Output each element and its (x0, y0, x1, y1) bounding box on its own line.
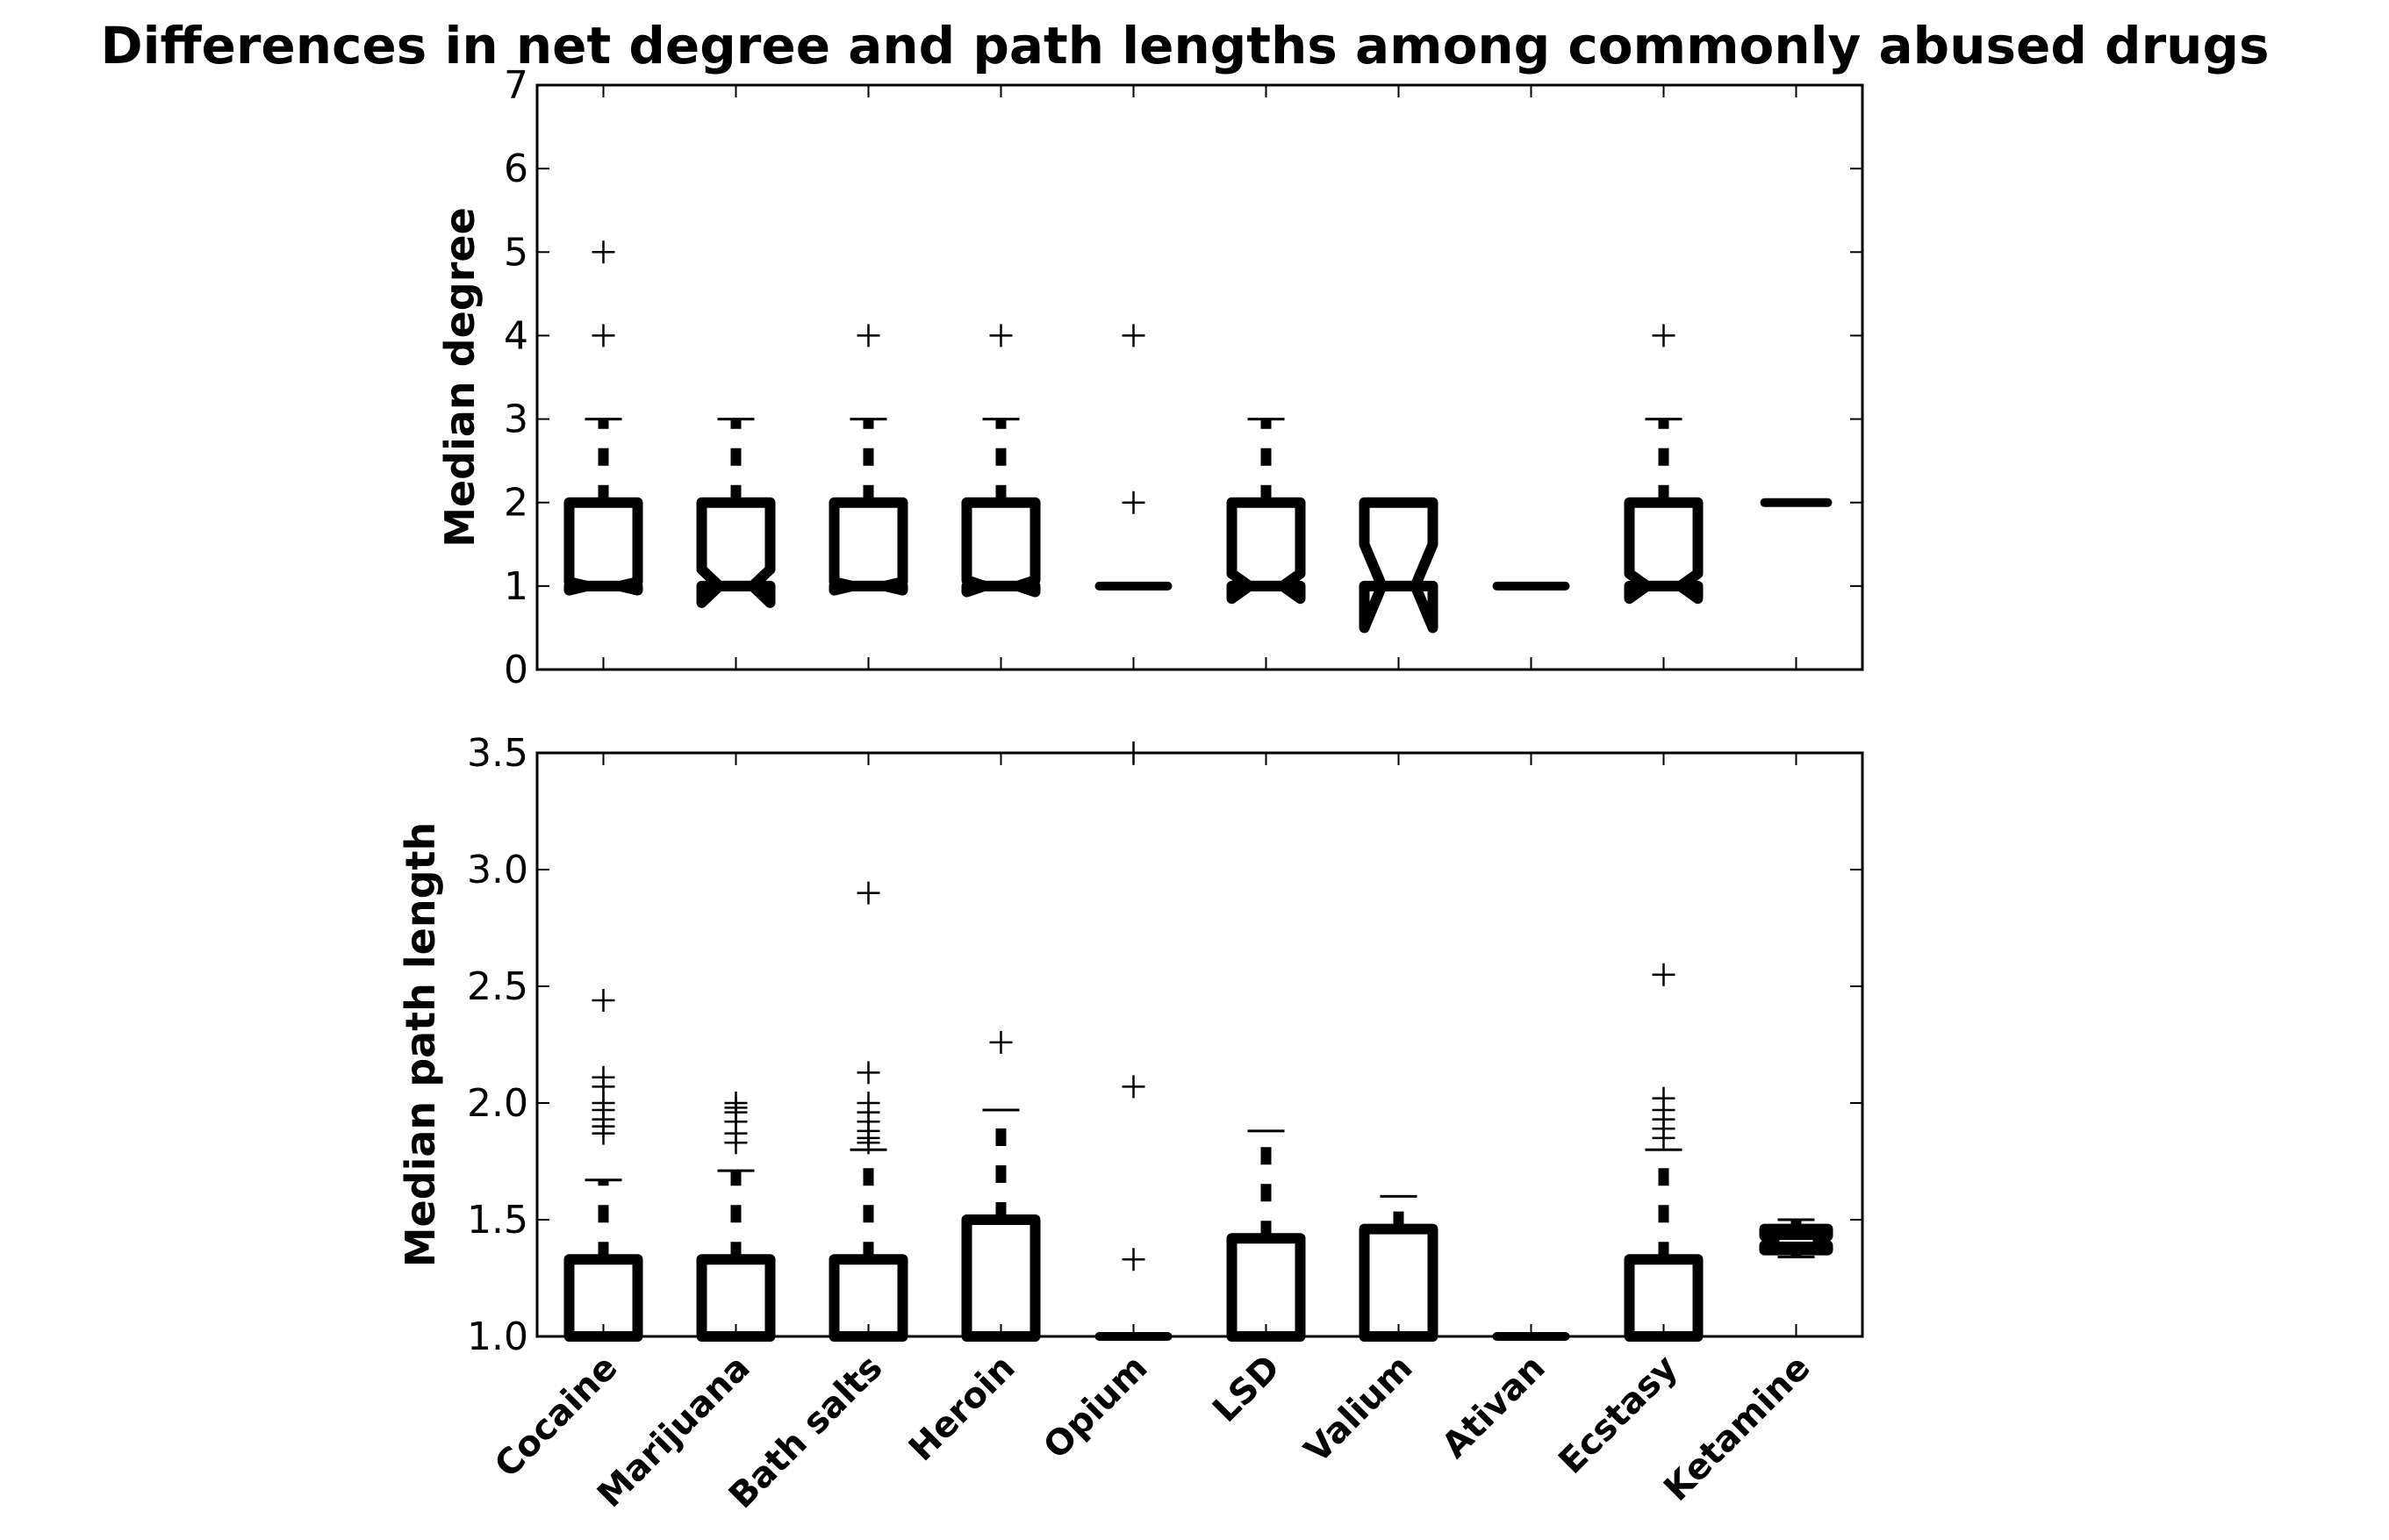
flier-point (857, 1061, 880, 1085)
box-opium (1094, 324, 1173, 591)
box-cocaine (563, 240, 643, 596)
box-bath-salts (829, 881, 908, 1342)
flier-point (1122, 741, 1145, 764)
y-tick-label: 3.5 (467, 731, 528, 776)
flier-point (592, 324, 615, 347)
box-body (829, 1254, 908, 1342)
y-tick-label: 4 (504, 313, 528, 358)
y-tick-label: 7 (504, 63, 528, 108)
box-heroin (961, 324, 1041, 598)
y-tick-label: 1 (504, 564, 528, 609)
box-ketamine (1759, 1218, 1833, 1259)
box-lsd (1226, 418, 1306, 605)
x-tick-label: Ecstasy (1551, 1348, 1685, 1482)
flier-point (989, 1030, 1013, 1054)
box-bath-salts (829, 324, 908, 596)
flier-point (1652, 963, 1675, 986)
y-tick-label: 1.5 (467, 1198, 528, 1243)
box-valium (1359, 1194, 1438, 1342)
x-tick-label: Cocaine (487, 1348, 626, 1486)
flier-point (1122, 491, 1145, 514)
chart-title: Differences in net degree and path lengt… (100, 16, 2269, 75)
y-axis-label: Median path length (397, 822, 444, 1268)
box-ecstasy (1624, 324, 1704, 605)
box-body (1359, 497, 1438, 634)
x-tick-label: Ativan (1434, 1348, 1553, 1466)
box-lsd (1226, 1129, 1306, 1342)
box-body (1759, 1223, 1833, 1256)
y-axis-label: Median degree (436, 207, 484, 548)
flier-point (1652, 324, 1675, 347)
box-body (1226, 1233, 1306, 1342)
box-cocaine (563, 988, 643, 1342)
flier-point (857, 1092, 880, 1114)
flier-point (1652, 1086, 1675, 1110)
box-valium (1359, 497, 1438, 634)
flier-point (1122, 1248, 1145, 1271)
box-marijuana (696, 1092, 776, 1342)
box-heroin (961, 1030, 1041, 1342)
box-ecstasy (1624, 963, 1704, 1342)
box-body (1624, 497, 1704, 605)
flier-point (857, 881, 880, 905)
box-body (1359, 1223, 1438, 1342)
flier-point (592, 240, 615, 264)
box-body (696, 1254, 776, 1342)
y-tick-label: 2 (504, 481, 528, 526)
box-body (961, 497, 1041, 598)
y-tick-label: 2.5 (467, 964, 528, 1009)
box-body (696, 497, 776, 608)
flier-point (857, 324, 880, 347)
panel-median-path-length: 1.0 1.5 2.0 2.5 3.0 3.5 Median path length Coca… (397, 731, 1864, 1516)
y-tick-label: 2.0 (467, 1081, 528, 1126)
x-tick-label: Opium (1036, 1348, 1155, 1467)
y-tick-label: 0 (504, 648, 528, 692)
plot-frame (535, 751, 1864, 1338)
x-tick-label: Heroin (901, 1348, 1023, 1470)
flier-point (592, 1065, 615, 1089)
plot-frame (535, 83, 1864, 671)
box-body (563, 1254, 643, 1342)
box-body (1226, 497, 1306, 605)
box-body (1624, 1254, 1704, 1342)
flier-point (1122, 324, 1145, 347)
box-body (563, 497, 643, 596)
y-tick-label: 3.0 (467, 848, 528, 892)
x-tick-label: Valium (1297, 1348, 1421, 1472)
x-tick-label: LSD (1205, 1348, 1288, 1430)
y-tick-label: 5 (504, 230, 528, 275)
y-tick-label: 6 (504, 147, 528, 191)
panel-median-degree: 0 1 2 3 4 5 6 7 Median degree (436, 63, 1864, 692)
box-marijuana (696, 418, 776, 608)
flier-point (724, 1092, 748, 1114)
y-tick-label: 1.0 (467, 1314, 528, 1359)
box-opium (1094, 741, 1173, 1341)
flier-point (989, 324, 1013, 347)
box-body (829, 497, 908, 596)
flier-point (592, 988, 615, 1012)
flier-point (1122, 1075, 1145, 1099)
box-body (961, 1214, 1041, 1342)
y-tick-label: 3 (504, 398, 528, 442)
